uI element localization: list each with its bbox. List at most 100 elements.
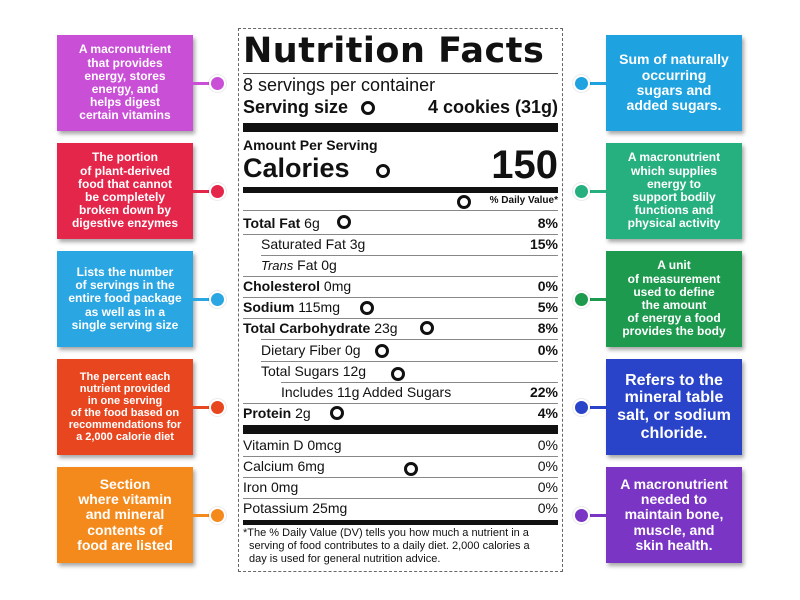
connector-dot[interactable] <box>573 75 590 92</box>
vitamin-name: Calcium 6mg <box>243 458 325 474</box>
card-line: A macronutrient <box>620 475 728 492</box>
card-line: A macronutrient <box>627 150 721 165</box>
card-line: A unit <box>657 258 691 273</box>
drop-target-serving-size[interactable] <box>361 101 375 115</box>
drop-target-daily-value[interactable] <box>457 195 471 209</box>
vitamin-name: Vitamin D 0mcg <box>243 437 342 453</box>
card-line: broken down by <box>78 203 171 218</box>
nutrient-name: Sodium <box>243 299 295 315</box>
nutrient-row: Protein 2g 4% <box>243 405 558 421</box>
card-line: as well as in a <box>84 304 166 319</box>
nutrient-row: Dietary Fiber 0g 0% <box>243 342 558 358</box>
calories-label: Calories <box>243 153 350 183</box>
card-line: energy, stores <box>84 68 166 83</box>
definition-card-2[interactable]: The portion of plant-derived food that can… <box>57 143 193 239</box>
card-line: of the food based on <box>70 407 180 419</box>
definition-card-10[interactable]: A macronutrient needed to maintain bone, mu… <box>606 467 742 563</box>
connector-dot[interactable] <box>573 399 590 416</box>
nutrient-dv: 4% <box>537 405 558 421</box>
serving-size-label: Serving size <box>243 97 349 117</box>
serving-size-value: 4 cookies (31g) <box>427 97 558 117</box>
definition-card-9[interactable]: Refers to the mineral table salt, or sodiu… <box>606 359 742 455</box>
connector <box>193 514 215 517</box>
connector-dot[interactable] <box>209 75 226 92</box>
servings-per-container: 8 servings per container <box>243 75 436 95</box>
divider <box>243 276 558 277</box>
nutrition-label: Nutrition Facts 8 servings per container… <box>238 28 563 572</box>
nutrient-name: Trans <box>261 258 294 273</box>
nutrient-row: Total Fat 6g 8% <box>243 215 558 231</box>
definition-card-1[interactable]: A macronutrient that provides energy, stor… <box>57 35 193 131</box>
footnote-line: serving of food contributes to a daily d… <box>249 540 530 553</box>
card-line: energy to <box>646 176 701 191</box>
connector <box>193 190 215 193</box>
drop-target-dietary-fiber[interactable] <box>375 344 389 358</box>
connector-dot[interactable] <box>573 507 590 524</box>
definition-card-6[interactable]: Sum of naturally occurring sugars and added… <box>606 35 742 131</box>
nutrient-name: Total Carbohydrate <box>243 320 371 336</box>
calories-value: 150 <box>491 143 558 187</box>
vitamin-dv: 0% <box>537 479 558 495</box>
nutrient-dv: 0% <box>537 278 558 294</box>
card-line: support bodily <box>632 190 716 204</box>
footnote-line: *The % Daily Value (DV) tells you how mu… <box>243 527 529 539</box>
label-title: Nutrition Facts <box>243 31 545 71</box>
card-line: helps digest <box>89 95 160 110</box>
drop-target-protein[interactable] <box>330 406 344 420</box>
connector-dot[interactable] <box>573 291 590 308</box>
nutrient-amount: Dietary Fiber 0g <box>261 342 361 358</box>
card-line: sugars and <box>636 82 712 98</box>
definition-card-7[interactable]: A macronutrient which supplies energy to su… <box>606 143 742 239</box>
connector-dot[interactable] <box>573 183 590 200</box>
nutrient-amount: Total Sugars 12g <box>261 363 367 379</box>
vitamin-name: Potassium 25mg <box>243 500 348 516</box>
nutrient-amount: Includes 11g Added Sugars <box>281 384 452 400</box>
divider <box>261 361 558 362</box>
card-line: of plant-derived <box>79 163 170 178</box>
definition-card-3[interactable]: Lists the number of servings in the entire… <box>57 251 193 347</box>
card-line: physical activity <box>627 216 721 231</box>
card-line: food that cannot <box>78 176 172 191</box>
card-line: energy, and <box>91 82 159 96</box>
drop-target-calories[interactable] <box>376 164 390 178</box>
drop-target-total-fat[interactable] <box>337 215 351 229</box>
nutrient-dv: 5% <box>537 299 558 315</box>
divider <box>243 477 558 478</box>
drop-target-total-sugars[interactable] <box>391 367 405 381</box>
card-line: skin health. <box>635 537 713 554</box>
nutrient-name: Protein <box>243 405 292 421</box>
drop-target-sodium[interactable] <box>360 301 374 315</box>
divider <box>261 339 558 340</box>
card-line: salt, or sodium <box>617 407 731 424</box>
divider <box>261 255 558 256</box>
card-line: be completely <box>84 190 166 204</box>
nutrient-dv: 0% <box>537 342 558 358</box>
definition-card-8[interactable]: A unit of measurement used to define the am… <box>606 251 742 347</box>
nutrient-name: Cholesterol <box>243 278 321 294</box>
vitamin-dv: 0% <box>537 458 558 474</box>
connector-dot[interactable] <box>209 507 226 524</box>
nutrient-row: Total Carbohydrate 23g 8% <box>243 320 558 336</box>
nutrient-row: Saturated Fat 3g 15% <box>243 236 558 252</box>
card-line: digestive enzymes <box>71 216 179 231</box>
serving-size-row: Serving size 4 cookies (31g) <box>243 97 558 118</box>
definition-card-4[interactable]: The percent each nutrient provided in one … <box>57 359 193 455</box>
connector-dot[interactable] <box>209 399 226 416</box>
connector-dot[interactable] <box>209 183 226 200</box>
connector-dot[interactable] <box>209 291 226 308</box>
card-line: which supplies <box>630 163 717 178</box>
connector <box>193 406 215 409</box>
nutrient-row: Total Sugars 12g <box>243 363 558 379</box>
card-line: functions and <box>634 203 714 218</box>
nutrient-name: Total Fat <box>243 215 301 231</box>
vitamin-row: Potassium 25mg 0% <box>243 500 558 516</box>
card-line: Refers to the <box>625 371 723 389</box>
nutrient-dv: 15% <box>529 236 558 252</box>
card-line: The percent each <box>79 370 171 383</box>
card-line: in one serving <box>87 394 163 407</box>
drop-target-vitamins-minerals[interactable] <box>404 462 418 476</box>
divider <box>243 297 558 298</box>
drop-target-total-carbohydrate[interactable] <box>420 321 434 335</box>
definition-card-5[interactable]: Section where vitamin and mineral contents … <box>57 467 193 563</box>
divider <box>281 382 558 383</box>
